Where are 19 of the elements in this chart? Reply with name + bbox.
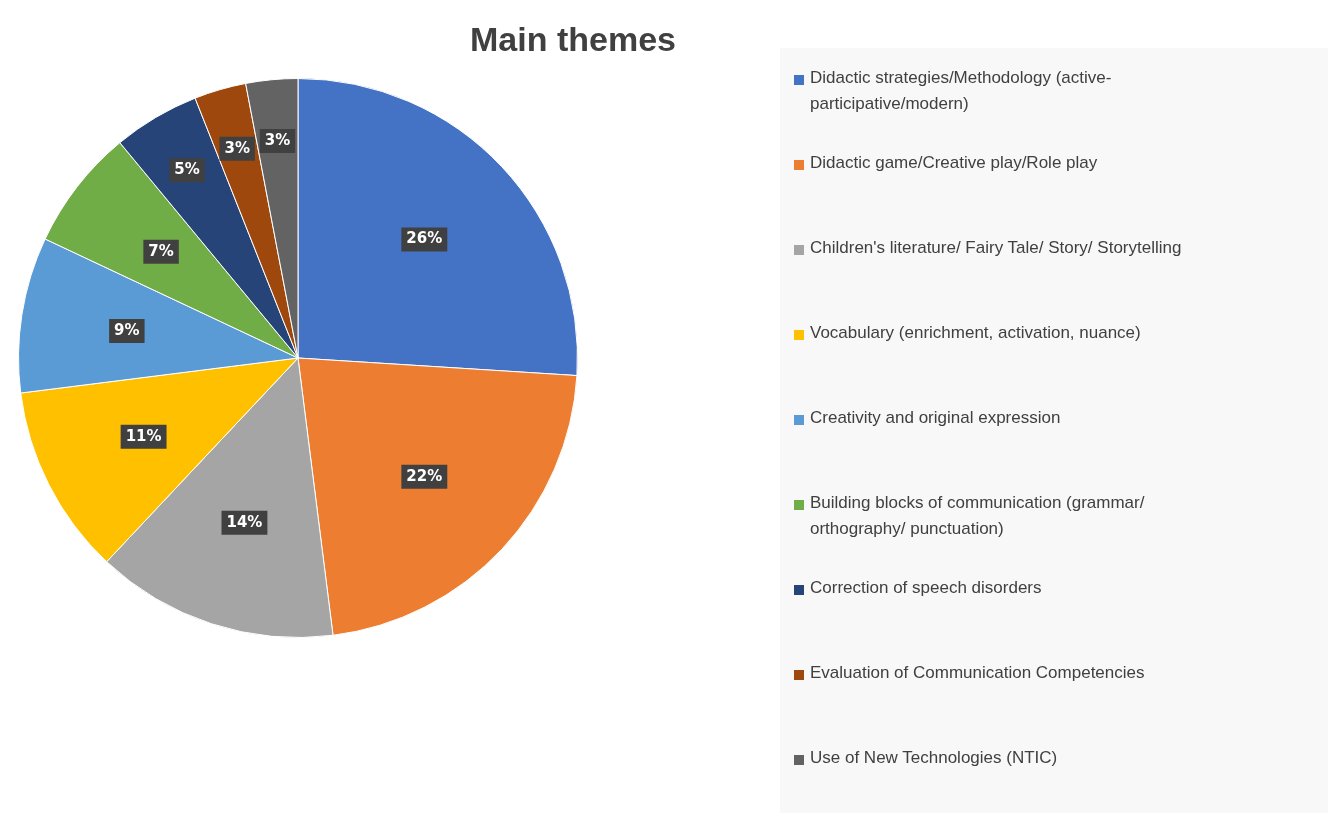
data-label: 3% [264,130,291,149]
legend-label: Use of New Technologies (NTIC) [810,747,1059,769]
data-label: 14% [226,512,263,531]
data-label: 5% [174,160,200,179]
legend-label: Didactic game/Creative play/Role play [810,152,1099,174]
data-label: 9% [114,320,140,339]
data-label: 26% [406,229,443,248]
legend-label: Children's literature/ Fairy Tale/ Story/ Storytelling [810,237,1183,259]
data-label: 3% [224,138,250,157]
legend-label: Creativity and original expression [810,407,1062,429]
data-label: 11% [125,426,162,445]
legend-label: Evaluation of Communication Competencies [810,662,1146,684]
legend-label: Correction of speech disorders [810,577,1043,599]
legend-label: Vocabulary (enrichment, activation, nuance) [810,322,1142,344]
data-label: 7% [148,241,174,260]
legend-label: Building blocks of communication (grammar/ orthography/ punctuation) [810,492,1146,540]
legend-label: Didactic strategies/Methodology (active-participative/modern) [810,67,1113,115]
data-label: 22% [406,466,443,485]
chart-title: Main themes [469,20,677,59]
